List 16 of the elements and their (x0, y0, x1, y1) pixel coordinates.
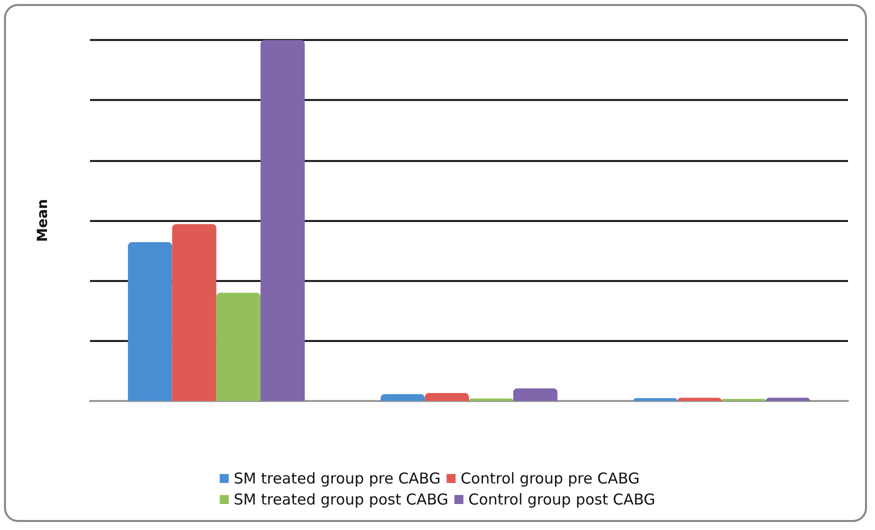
bar (677, 398, 722, 401)
bar (260, 40, 305, 401)
legend-label: SM treated group post CABG (234, 490, 448, 508)
legend-label: Control group post CABG (468, 490, 656, 508)
legend-label: SM treated group pre CABG (234, 470, 441, 488)
bar (128, 242, 172, 401)
bar (633, 398, 678, 401)
bar (766, 398, 810, 401)
bar (424, 393, 469, 401)
y-axis-title: Mean (35, 199, 51, 242)
bar (216, 292, 261, 401)
legend-label: Control group pre CABG (460, 470, 640, 488)
bar (513, 388, 558, 401)
bar (469, 398, 514, 401)
bar (172, 224, 216, 401)
bar (380, 394, 425, 401)
